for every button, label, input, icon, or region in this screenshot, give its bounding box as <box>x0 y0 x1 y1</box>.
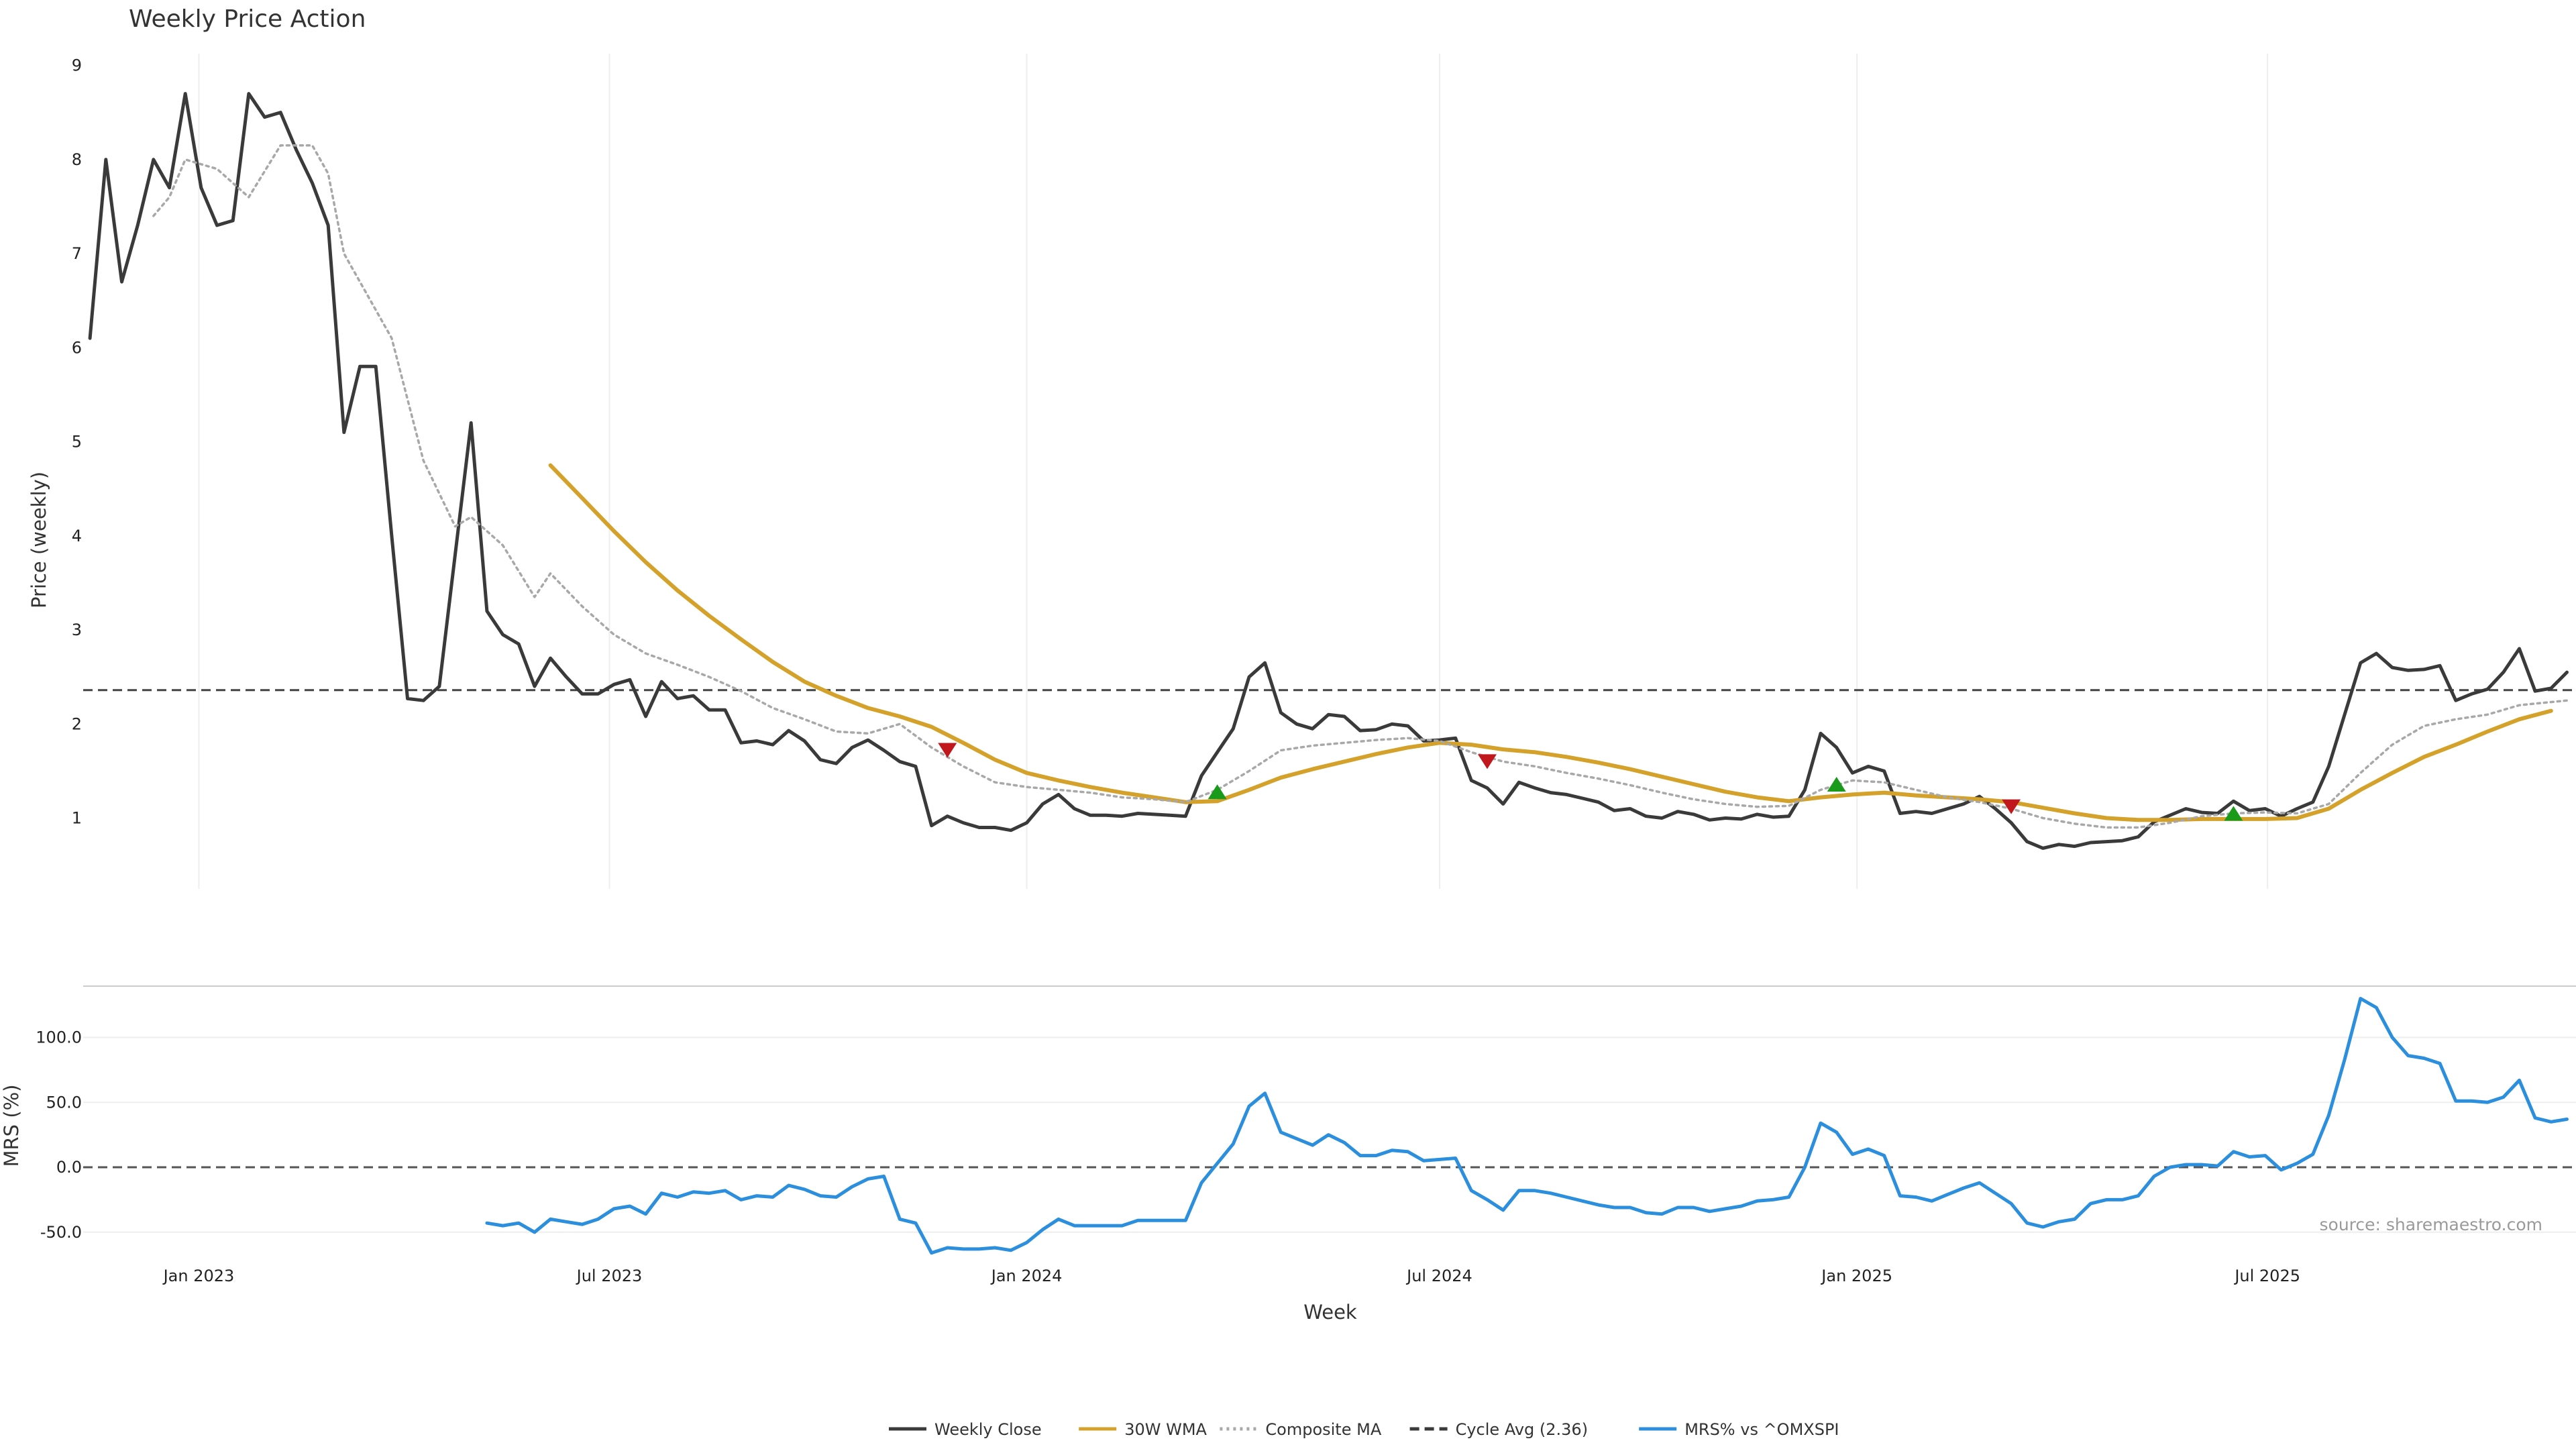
chart-title: Weekly Price Action <box>129 5 366 33</box>
mrs-series <box>485 997 2569 1255</box>
price-y-tick-label: 2 <box>72 714 82 733</box>
legend-label: Composite MA <box>1265 1420 1381 1439</box>
x-tick-label: Jul 2023 <box>576 1267 643 1285</box>
price-panel: 1 2 3 4 5 6 7 8 9 Price (weekly) <box>28 54 2576 889</box>
price-y-tick-label: 3 <box>72 621 82 639</box>
price-y-tick-label: 8 <box>72 150 82 169</box>
legend-label: Cycle Avg (2.36) <box>1456 1420 1588 1439</box>
mrs-panel: -50.0 0.0 50.0 100.0 MRS (%) source: sharem… <box>0 985 2576 1255</box>
sell-signal-marker <box>2002 799 2021 814</box>
price-y-tick-label: 9 <box>72 56 82 75</box>
legend-item: Weekly Close <box>889 1420 1042 1439</box>
legend-item: Cycle Avg (2.36) <box>1409 1420 1588 1439</box>
x-tick-label: Jul 2024 <box>1405 1267 1472 1285</box>
price-y-ticks: 1 2 3 4 5 6 7 8 9 <box>72 56 82 828</box>
source-note: source: sharemaestro.com <box>2320 1215 2543 1234</box>
mrs-y-axis-label: MRS (%) <box>0 1085 23 1167</box>
x-tick-label: Jul 2025 <box>2233 1267 2300 1285</box>
x-tick-label: Jan 2025 <box>1820 1267 1892 1285</box>
wma-line <box>548 463 2553 822</box>
legend-item: 30W WMA <box>1079 1420 1208 1439</box>
x-tick-label: Jan 2024 <box>990 1267 1063 1285</box>
buy-signal-marker <box>1827 777 1846 792</box>
price-grid <box>198 54 2269 889</box>
buy-signal-marker <box>1208 784 1227 800</box>
x-ticks: Jan 2023 Jul 2023 Jan 2024 Jul 2024 Jan 2025… <box>162 1267 2300 1285</box>
x-tick-label: Jan 2023 <box>162 1267 235 1285</box>
mrs-y-tick-label: -50.0 <box>40 1223 82 1242</box>
legend-label: MRS% vs ^OMXSPI <box>1684 1420 1839 1439</box>
price-y-tick-label: 5 <box>72 433 82 451</box>
price-series <box>88 92 2569 850</box>
mrs-y-ticks: -50.0 0.0 50.0 100.0 <box>36 1028 82 1242</box>
sell-signal-marker <box>1477 754 1497 769</box>
mrs-y-tick-label: 50.0 <box>46 1093 82 1112</box>
composite-line <box>152 144 2569 829</box>
signal-markers <box>938 743 2243 821</box>
x-axis-label: Week <box>1303 1301 1357 1324</box>
mrs-line <box>485 997 2569 1255</box>
mrs-y-tick-label: 0.0 <box>56 1158 82 1177</box>
legend-item: Composite MA <box>1220 1420 1382 1439</box>
buy-signal-marker <box>2224 806 2243 821</box>
legend-label: Weekly Close <box>934 1420 1042 1439</box>
mrs-grid <box>83 1036 2576 1233</box>
legend-item: MRS% vs ^OMXSPI <box>1639 1420 1839 1439</box>
price-y-tick-label: 6 <box>72 338 82 357</box>
sell-signal-marker <box>938 743 957 758</box>
price-y-axis-label: Price (weekly) <box>28 472 50 608</box>
price-y-tick-label: 4 <box>72 527 82 545</box>
legend: Weekly Close 30W WMA Composite MA Cycle Avg… <box>889 1420 1839 1439</box>
price-y-tick-label: 1 <box>72 809 82 828</box>
price-y-tick-label: 7 <box>72 244 82 263</box>
legend-label: 30W WMA <box>1124 1420 1207 1439</box>
mrs-y-tick-label: 100.0 <box>36 1028 82 1047</box>
